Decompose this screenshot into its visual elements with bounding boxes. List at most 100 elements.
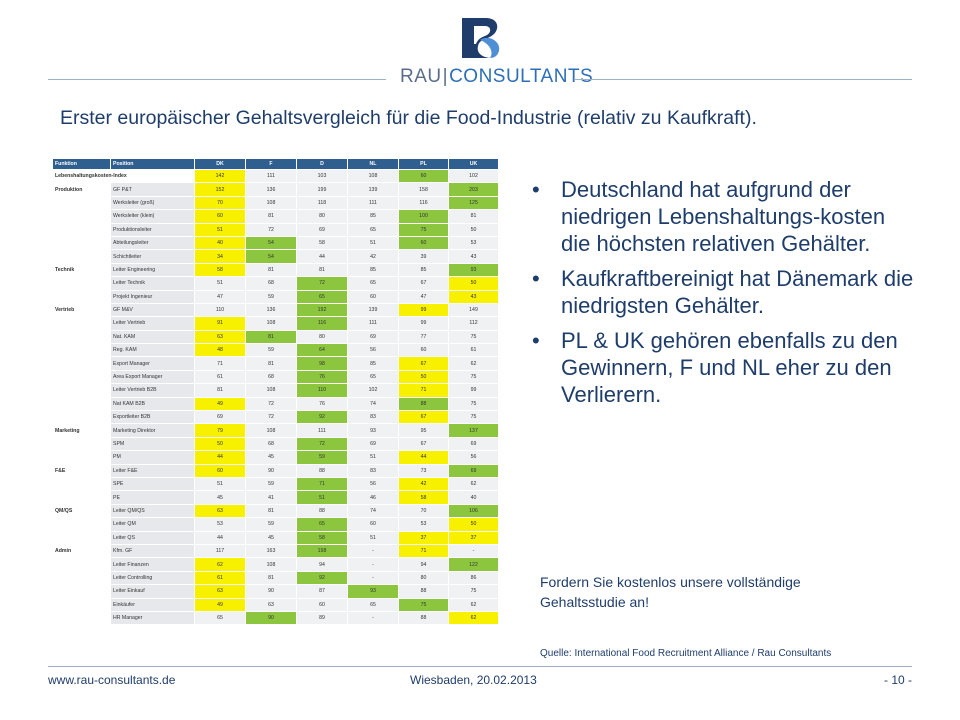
column-header: PL <box>398 158 449 170</box>
value-cell: 142 <box>194 168 246 184</box>
function-cell <box>52 517 111 532</box>
table-row: Leiter QS 44 45 58 51 37 37 <box>52 530 499 545</box>
value-cell: 49 <box>194 597 246 612</box>
value-cell: 62 <box>448 476 499 492</box>
brand-part-2: CONSULTANTS <box>449 66 594 87</box>
value-cell: 50 <box>448 222 499 237</box>
value-cell: 45 <box>245 450 297 465</box>
value-cell: 75 <box>448 410 499 425</box>
value-cell: 72 <box>296 436 348 452</box>
function-cell <box>52 436 111 452</box>
value-cell: 117 <box>194 543 246 559</box>
footer-place-date: Wiesbaden, 20.02.2013 <box>410 673 537 687</box>
value-cell: 61 <box>194 369 246 385</box>
footer-rule <box>48 666 912 667</box>
position-cell: Projekt Ingenieur <box>110 289 195 304</box>
value-cell: 111 <box>347 195 399 211</box>
value-cell: 85 <box>398 262 449 278</box>
brand-wordmark: RAU|CONSULTANTS <box>400 66 593 88</box>
position-cell: Leiter QS <box>110 530 195 545</box>
table-row: QM/QS Leiter QM/QS 63 81 88 74 70 106 <box>52 503 499 519</box>
value-cell: 65 <box>347 369 399 385</box>
value-cell: 70 <box>194 195 246 211</box>
function-cell: Lebenshaltungskosten-Index <box>52 168 195 184</box>
value-cell: 76 <box>296 369 348 385</box>
value-cell: 136 <box>245 302 297 318</box>
table-row: Werksleiter (groß) 70 108 118 111 116 125 <box>52 195 499 211</box>
function-cell <box>52 610 111 626</box>
function-cell <box>52 530 111 545</box>
function-cell <box>52 557 111 572</box>
value-cell: 60 <box>398 343 449 358</box>
function-cell <box>52 396 111 412</box>
table-row: Schichtleiter 34 54 44 42 39 43 <box>52 249 499 264</box>
value-cell: 90 <box>245 610 297 626</box>
table-row: Werksleiter (klein) 60 81 80 85 100 81 <box>52 209 499 224</box>
position-cell: HR Manager <box>110 610 195 626</box>
function-cell <box>52 597 111 612</box>
brand-part-1: RAU <box>400 66 442 87</box>
value-cell: 42 <box>398 476 449 492</box>
value-cell: 58 <box>398 490 449 505</box>
position-cell: PE <box>110 490 195 505</box>
position-cell: Produktionsleiter <box>110 222 195 237</box>
value-cell: 81 <box>245 503 297 519</box>
value-cell: 92 <box>296 570 348 586</box>
value-cell: 108 <box>245 557 297 572</box>
value-cell: 44 <box>398 450 449 465</box>
value-cell: 47 <box>194 289 246 304</box>
value-cell: 116 <box>296 316 348 331</box>
value-cell: 51 <box>296 490 348 505</box>
value-cell: 80 <box>398 570 449 586</box>
value-cell: 111 <box>296 423 348 438</box>
value-cell: 83 <box>347 410 399 425</box>
value-cell: 81 <box>245 329 297 345</box>
function-cell: QM/QS <box>52 503 111 519</box>
value-cell: 85 <box>347 262 399 278</box>
value-cell: 34 <box>194 249 246 264</box>
column-header: NL <box>347 158 399 170</box>
value-cell: 75 <box>448 329 499 345</box>
position-cell: Leiter F&E <box>110 463 195 478</box>
function-cell: F&E <box>52 463 111 478</box>
value-cell: 94 <box>296 557 348 572</box>
table-row: Leiter Technik 51 68 72 65 67 50 <box>52 276 499 291</box>
value-cell: 72 <box>245 396 297 412</box>
position-cell: Schichtleiter <box>110 249 195 264</box>
table-row: Admin Kfm. GF 117 163 198-71- <box>52 543 499 559</box>
value-cell: 88 <box>296 503 348 519</box>
position-cell: Leiter Controlling <box>110 570 195 586</box>
value-cell: 63 <box>194 503 246 519</box>
value-cell: 65 <box>296 517 348 532</box>
value-cell: 54 <box>245 249 297 264</box>
value-cell: 90 <box>245 584 297 599</box>
value-cell: 58 <box>296 235 348 251</box>
column-header: Position <box>110 158 195 170</box>
function-cell: Technik <box>52 262 111 278</box>
table-row: Projekt Ingenieur 47 59 65 60 47 43 <box>52 289 499 304</box>
value-cell: 41 <box>245 490 297 505</box>
position-cell: Leiter Engineering <box>110 262 195 278</box>
value-cell: 94 <box>398 557 449 572</box>
function-cell <box>52 249 111 264</box>
position-cell: Leiter Finanzen <box>110 557 195 572</box>
position-cell: Leiter Vertrieb B2B <box>110 383 195 398</box>
value-cell: 75 <box>398 222 449 237</box>
value-cell: 47 <box>398 289 449 304</box>
value-cell: 59 <box>296 450 348 465</box>
position-cell: Leiter Einkauf <box>110 584 195 599</box>
footer-website[interactable]: www.rau-consultants.de <box>48 673 176 687</box>
footer-page-number: - 10 - <box>883 673 912 687</box>
value-cell: 58 <box>296 530 348 545</box>
value-cell: 61 <box>194 570 246 586</box>
source-note: Quelle: International Food Recruitment A… <box>540 648 832 659</box>
value-cell: 72 <box>245 222 297 237</box>
value-cell: 59 <box>245 517 297 532</box>
function-cell <box>52 570 111 586</box>
value-cell: 69 <box>194 410 246 425</box>
value-cell: 137 <box>448 423 499 438</box>
value-cell: 44 <box>296 249 348 264</box>
value-cell: 158 <box>398 182 449 197</box>
value-cell: 125 <box>448 195 499 211</box>
value-cell: 60 <box>194 463 246 478</box>
